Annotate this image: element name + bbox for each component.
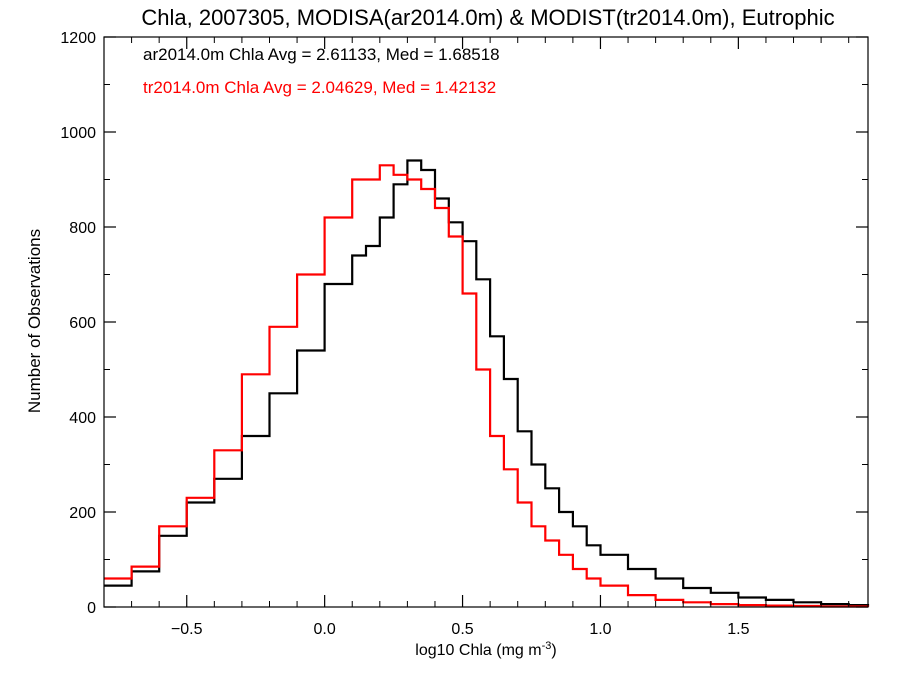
y-tick-label: 1200 xyxy=(60,30,96,47)
x-axis-label-close: ) xyxy=(551,642,556,659)
series-line-1 xyxy=(104,164,870,608)
x-tick-label: 1.5 xyxy=(727,621,749,638)
chart-title: Chla, 2007305, MODISA(ar2014.0m) & MODIS… xyxy=(141,5,834,30)
y-tick-label: 600 xyxy=(69,315,96,332)
series-line-0 xyxy=(104,159,870,607)
y-tick-label: 200 xyxy=(69,505,96,522)
x-axis-label-text: log10 Chla (mg m xyxy=(415,642,541,659)
plot-frame xyxy=(103,36,869,608)
y-tick-label: 800 xyxy=(69,220,96,237)
annotation-red-stats: tr2014.0m Chla Avg = 2.04629, Med = 1.42… xyxy=(143,78,496,97)
y-axis-label: Number of Observations xyxy=(25,229,44,413)
x-tick-label: 1.0 xyxy=(589,621,611,638)
x-tick-label: 0.0 xyxy=(314,621,336,638)
axes-layer xyxy=(103,36,869,608)
x-tick-label: −0.5 xyxy=(171,621,203,638)
x-axis-label-superscript: -3 xyxy=(542,640,552,652)
y-tick-label: 0 xyxy=(87,600,96,617)
series-layer xyxy=(104,159,870,608)
y-tick-label: 1000 xyxy=(60,125,96,142)
tick-label-layer: −0.5 0.0 0.5 1.0 1.5 0 200 400 600 800 1000 1200 xyxy=(60,30,749,638)
annotation-black-stats: ar2014.0m Chla Avg = 2.61133, Med = 1.68… xyxy=(143,45,500,64)
y-tick-label: 400 xyxy=(69,410,96,427)
x-axis-label: log10 Chla (mg m-3) xyxy=(415,640,556,659)
x-tick-label: 0.5 xyxy=(451,621,473,638)
